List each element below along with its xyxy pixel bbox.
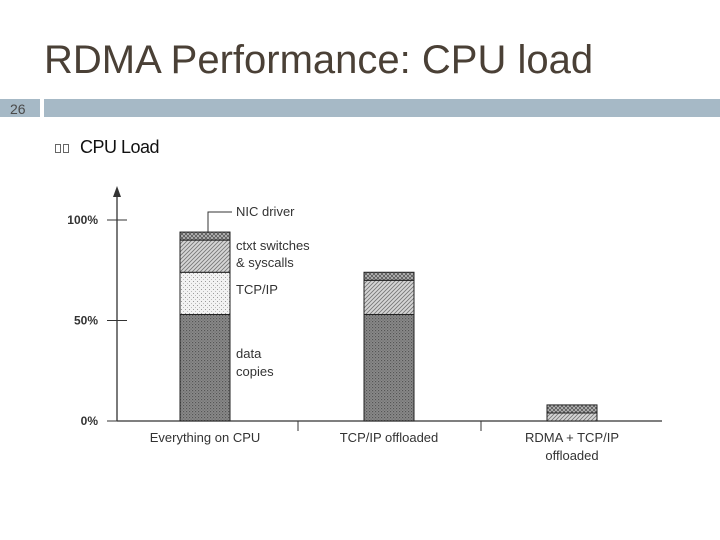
bullet-text: CPU Load [80, 137, 160, 157]
x-tick-label: Everything on CPU [150, 430, 261, 445]
bar-segment [179, 271, 231, 315]
bar-segment [363, 279, 415, 315]
series-label: & syscalls [236, 255, 294, 270]
bullet-icon [55, 144, 71, 153]
slide-title: RDMA Performance: CPU load [44, 38, 594, 82]
series-label: data [236, 346, 262, 361]
slide-number-bar [0, 99, 40, 117]
title-rule-bar [44, 99, 720, 117]
bar-segment [179, 231, 231, 241]
bar-segment [546, 412, 598, 422]
bar-segment [363, 271, 415, 281]
x-tick-label: RDMA + TCP/IP [525, 430, 619, 445]
series-label: copies [236, 364, 274, 379]
bar-segment [546, 404, 598, 414]
y-axis-arrow [113, 186, 121, 197]
y-tick-label: 100% [67, 213, 98, 227]
bar-segment [179, 239, 231, 273]
bar-segment [179, 313, 231, 422]
x-tick-label: offloaded [545, 448, 598, 463]
bar-segment [363, 313, 415, 422]
x-tick-label: TCP/IP offloaded [340, 430, 439, 445]
y-tick-label: 50% [74, 314, 98, 328]
y-tick-label: 0% [81, 414, 99, 428]
series-label: ctxt switches [236, 238, 310, 253]
nic-driver-leader [207, 211, 232, 233]
series-label: TCP/IP [236, 282, 278, 297]
series-label: NIC driver [236, 204, 295, 219]
slide-number: 26 [10, 101, 26, 117]
